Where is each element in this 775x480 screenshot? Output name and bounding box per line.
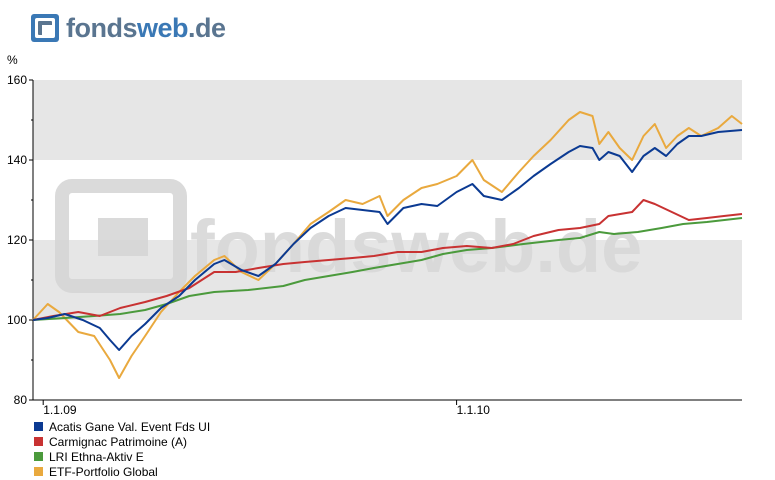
x-tick-label-0: 1.1.09 [43, 403, 77, 417]
series-line-2 [32, 217, 743, 321]
legend: Acatis Gane Val. Event Fds UI Carmignac P… [34, 419, 210, 479]
logo-text-web: web [137, 12, 189, 43]
legend-item: LRI Ethna-Aktiv E [34, 449, 210, 464]
legend-swatch [34, 437, 43, 446]
legend-swatch [34, 422, 43, 431]
y-axis-label: % [7, 53, 18, 67]
legend-label: ETF-Portfolio Global [49, 464, 158, 479]
legend-label: Carmignac Patrimoine (A) [49, 434, 188, 449]
legend-swatch [34, 452, 43, 461]
legend-item: Acatis Gane Val. Event Fds UI [34, 419, 210, 434]
grid-band-1 [33, 80, 742, 160]
y-tick-label-80: 80 [14, 393, 28, 407]
series-line-0 [32, 129, 743, 351]
watermark-logo-icon [55, 179, 187, 293]
series-lines [32, 111, 743, 379]
legend-label: LRI Ethna-Aktiv E [49, 449, 144, 464]
x-tick-label-1: 1.1.10 [457, 403, 491, 417]
logo-text-de: .de [188, 12, 226, 43]
fondsweb-logo: fondsweb.de [30, 10, 226, 46]
watermark-text-de: .de [535, 205, 642, 288]
legend-label: Acatis Gane Val. Event Fds UI [49, 419, 211, 434]
y-tick-label-100: 100 [7, 313, 27, 327]
y-tick-label-160: 160 [7, 73, 27, 87]
series-line-1 [32, 199, 743, 321]
logo-wordmark: fondsweb.de [66, 13, 226, 44]
legend-item: ETF-Portfolio Global [34, 464, 210, 479]
series-line-3 [32, 111, 743, 379]
y-tick-label-140: 140 [7, 153, 27, 167]
axes: 80 100 120 140 160 1.1.09 1.1.10 [7, 73, 742, 417]
legend-item: Carmignac Patrimoine (A) [34, 434, 210, 449]
legend-swatch [34, 467, 43, 476]
logo-text-fonds: fonds [66, 12, 138, 43]
fondsweb-logo-icon [31, 14, 59, 42]
y-tick-label-120: 120 [7, 233, 27, 247]
watermark-logo-inner [98, 218, 148, 256]
